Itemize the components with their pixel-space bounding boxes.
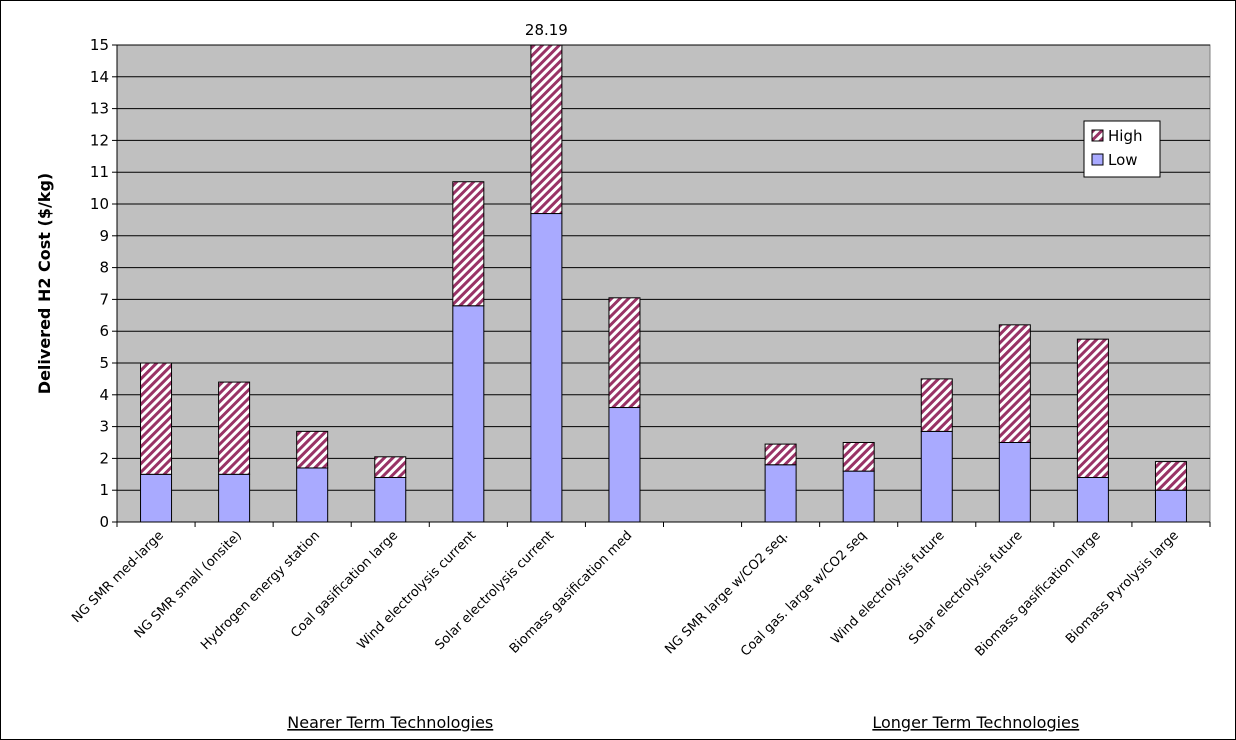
bar-low (530, 213, 563, 523)
group-label: Longer Term Technologies (872, 713, 1079, 732)
plot-area (116, 44, 1211, 523)
y-tick-label: 7 (99, 290, 109, 308)
bar-high (842, 442, 875, 472)
y-tick-label: 8 (99, 259, 109, 277)
bar-high (1154, 461, 1187, 491)
y-tick-label: 12 (90, 131, 109, 149)
legend-label-high: High (1108, 127, 1142, 145)
bar-low (920, 430, 953, 523)
bar-high (1076, 338, 1109, 478)
group-label: Nearer Term Technologies (287, 713, 493, 732)
bar-high (998, 324, 1031, 443)
bar-low (842, 470, 875, 523)
y-tick-label: 10 (90, 195, 109, 213)
y-tick-label: 15 (90, 36, 109, 54)
bar-low (608, 407, 641, 523)
bar-total-label: 28.19 (525, 21, 568, 39)
bar-low (1076, 476, 1109, 523)
y-tick-label: 5 (99, 354, 109, 372)
y-tick-label: 13 (90, 100, 109, 118)
bar-high (608, 297, 641, 409)
y-tick-label: 6 (99, 322, 109, 340)
bar-high (764, 443, 797, 466)
y-tick-label: 11 (90, 163, 109, 181)
bar-low (218, 473, 251, 523)
y-tick-label: 4 (99, 386, 109, 404)
bar-high (530, 44, 563, 215)
legend-label-low: Low (1108, 151, 1138, 169)
y-tick-label: 2 (99, 449, 109, 467)
bar-low (1154, 489, 1187, 523)
bar-low (374, 476, 407, 523)
bar-high (296, 430, 329, 469)
bar-high (452, 181, 485, 307)
y-tick-label: 14 (90, 68, 109, 86)
bar-low (296, 467, 329, 523)
bar-low (452, 305, 485, 523)
bar-high (218, 381, 251, 475)
bar-low (764, 464, 797, 523)
bar-high (374, 456, 407, 478)
bar-high (140, 362, 173, 475)
y-tick-label: 3 (99, 418, 109, 436)
y-tick-label: 1 (99, 481, 109, 499)
legend-swatch-low (1091, 153, 1104, 166)
y-tick-label: 9 (99, 227, 109, 245)
bar-high (920, 378, 953, 432)
y-axis-title: Delivered H2 Cost ($/kg) (35, 173, 54, 394)
y-tick-label: 0 (99, 513, 109, 531)
legend-swatch-high (1091, 129, 1104, 142)
bar-low (998, 442, 1031, 523)
bar-low (140, 473, 173, 523)
